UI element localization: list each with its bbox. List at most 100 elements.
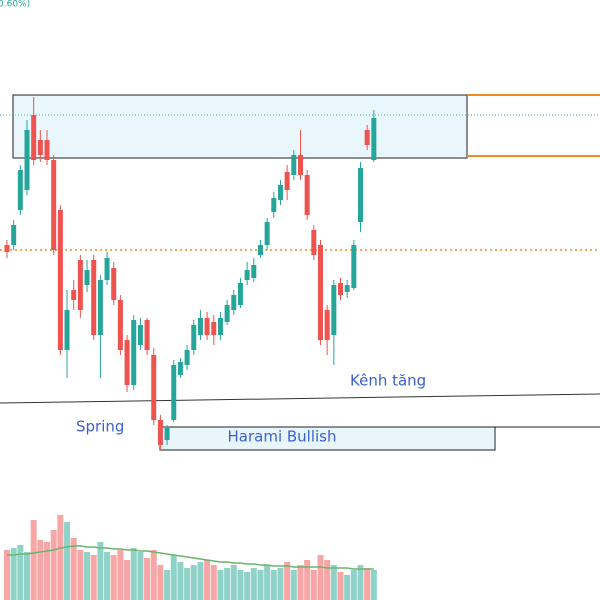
candle-body	[284, 172, 290, 190]
volume-ma	[7, 545, 374, 570]
volume-bar	[17, 545, 24, 600]
volume-bar	[344, 575, 351, 600]
candle-body	[37, 140, 43, 155]
volume-bar	[290, 570, 297, 600]
candle-body	[317, 245, 323, 340]
candle-body	[271, 198, 277, 212]
volume-bar	[137, 552, 144, 600]
candle-body	[64, 310, 70, 350]
resistance-zone	[12, 94, 468, 159]
trendline	[0, 393, 600, 404]
volume-bar	[224, 568, 231, 600]
volume-bar	[64, 522, 71, 600]
candle-body	[44, 140, 50, 160]
volume-bar	[350, 570, 357, 600]
header-text: 0.60%)	[0, 0, 30, 10]
volume-bar	[330, 565, 337, 600]
volume-bar	[277, 568, 284, 600]
candle-body	[124, 340, 130, 385]
candle-body	[277, 185, 283, 200]
candle-body	[184, 350, 190, 365]
volume-bar	[337, 572, 344, 600]
candle-body	[31, 115, 37, 160]
volume-bar	[84, 552, 91, 600]
candle-body	[11, 225, 17, 245]
candle-body	[291, 155, 297, 175]
volume-bar	[30, 520, 37, 600]
candle-body	[131, 320, 137, 385]
candle-body	[17, 170, 23, 210]
volume-bar	[104, 552, 111, 600]
annotation: Spring	[76, 418, 124, 436]
volume-bar	[70, 538, 77, 600]
volume-bar	[124, 560, 131, 600]
volume-bar	[117, 550, 124, 600]
volume-bar	[77, 550, 84, 600]
candle-body	[4, 245, 10, 252]
volume-bar	[97, 542, 104, 600]
annotation: Harami Bullish	[228, 428, 337, 446]
candle-body	[104, 258, 110, 280]
candle-body	[111, 268, 117, 300]
candle-body	[164, 428, 170, 440]
candle-body	[157, 420, 163, 445]
candle-body	[251, 265, 257, 278]
volume-bar	[150, 550, 157, 600]
volume-bar	[357, 565, 364, 600]
volume-bar	[44, 542, 51, 600]
candle-body	[311, 230, 317, 255]
volume-bar	[310, 570, 317, 600]
volume-bar	[324, 560, 331, 600]
volume-bar	[50, 530, 57, 600]
volume-bar	[237, 570, 244, 600]
volume-bar	[244, 572, 251, 600]
candle-body	[297, 155, 303, 175]
candle-body	[117, 300, 123, 350]
volume-bar	[24, 552, 31, 600]
candle-body	[197, 318, 203, 335]
candle-body	[171, 365, 177, 420]
volume-bar	[57, 515, 64, 600]
candle-body	[338, 283, 343, 295]
candle-body	[217, 318, 223, 335]
volume-bar	[297, 565, 304, 600]
volume-bar	[204, 560, 211, 600]
volume-bar	[264, 565, 271, 600]
candle-body	[191, 325, 197, 350]
candle-body	[51, 160, 57, 250]
candle-body	[144, 320, 150, 350]
volume-bar	[197, 562, 204, 600]
candle-body	[257, 245, 263, 255]
candle-body	[204, 318, 210, 335]
volume-bar	[370, 570, 377, 600]
candle-body	[137, 325, 143, 345]
volume-bar	[284, 562, 291, 600]
candle-body	[97, 280, 103, 335]
volume-bar	[4, 550, 10, 600]
candle-body	[344, 285, 350, 292]
candle-body	[351, 245, 357, 288]
volume-bar	[217, 570, 224, 600]
volume-bar	[130, 548, 137, 600]
candle-body	[24, 130, 30, 190]
volume-bar	[164, 570, 171, 600]
candle-body	[151, 355, 157, 420]
volume-bar	[210, 565, 217, 600]
volume-bar	[257, 570, 264, 600]
candle-body	[371, 118, 377, 160]
candle-body	[77, 260, 83, 310]
volume-bar	[304, 560, 311, 600]
candle-body	[231, 295, 237, 310]
candle-body	[237, 283, 243, 305]
volume-bar	[317, 555, 324, 600]
volume-bar	[110, 555, 117, 600]
volume-bar	[10, 548, 17, 600]
candle-body	[211, 322, 217, 335]
candle-body	[358, 168, 364, 222]
volume-bar	[90, 555, 97, 600]
volume-bar	[184, 568, 191, 600]
candle-body	[244, 270, 250, 280]
candle-body	[177, 362, 183, 375]
annotation: Kênh tăng	[350, 372, 426, 390]
